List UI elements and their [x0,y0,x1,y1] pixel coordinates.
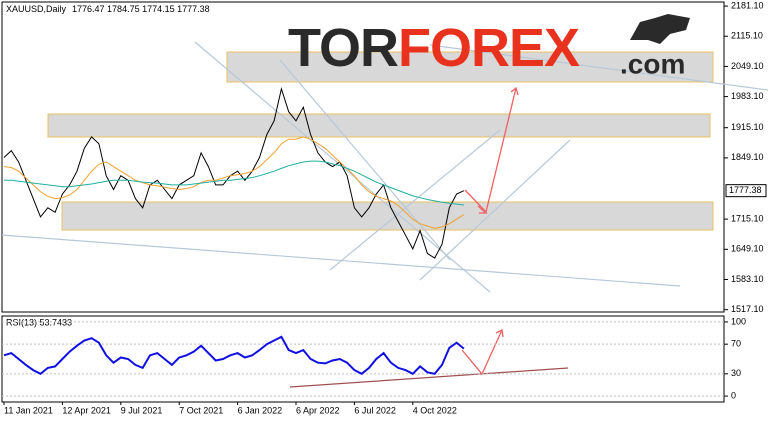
y-tick-label: 1583.10 [731,274,764,284]
y-tick-label: 30 [731,368,741,378]
symbol: XAUUSD,Daily [6,4,67,14]
logo-com: .com [620,48,685,79]
y-tick-label: 1517.10 [731,304,764,314]
x-tick-label: 9 Jul 2021 [121,405,163,415]
x-tick-label: 6 Jul 2022 [354,405,396,415]
current-price: 1777.38 [729,185,762,195]
resistance-zone [47,113,711,138]
logo: TORFOREX [288,18,580,78]
y-tick-label: 2181.10 [731,0,764,10]
y-tick-label: 2049.10 [731,61,764,71]
ohlc: 1776.47 1784.75 1774.15 1777.38 [72,4,210,14]
resistance-zone [226,51,714,83]
chart-title: XAUUSD,Daily 1776.47 1784.75 1774.15 1777… [6,4,210,14]
y-tick-label: 2115.10 [731,31,763,41]
price-label-box [725,184,767,198]
series-line [3,335,465,376]
logo-tor: TOR [288,18,398,78]
series-line [3,87,465,259]
y-tick-label: 70 [731,339,741,349]
x-tick-label: 4 Oct 2022 [413,405,457,415]
series-line [4,160,464,206]
y-tick-label: 0 [731,390,736,400]
price-panel [1,1,725,313]
x-tick-label: 7 Oct 2021 [179,405,223,415]
support-zone [61,201,714,231]
logo-bull [630,14,690,44]
x-tick-label: 6 Apr 2022 [296,405,340,415]
x-tick-label: 12 Apr 2021 [62,405,111,415]
y-tick-label: 1849.10 [731,152,764,162]
x-tick-label: 6 Jan 2022 [238,405,283,415]
x-tick-label: 11 Jan 2021 [4,405,53,415]
y-tick-label: 1983.10 [731,91,764,101]
y-tick-label: 1715.10 [731,214,764,224]
logo-forex: FOREX [398,18,580,78]
y-tick-label: 1915.10 [731,122,764,132]
y-tick-label: 100 [731,316,746,326]
rsi-panel [1,315,725,403]
y-tick-label: 1649.10 [731,244,764,254]
